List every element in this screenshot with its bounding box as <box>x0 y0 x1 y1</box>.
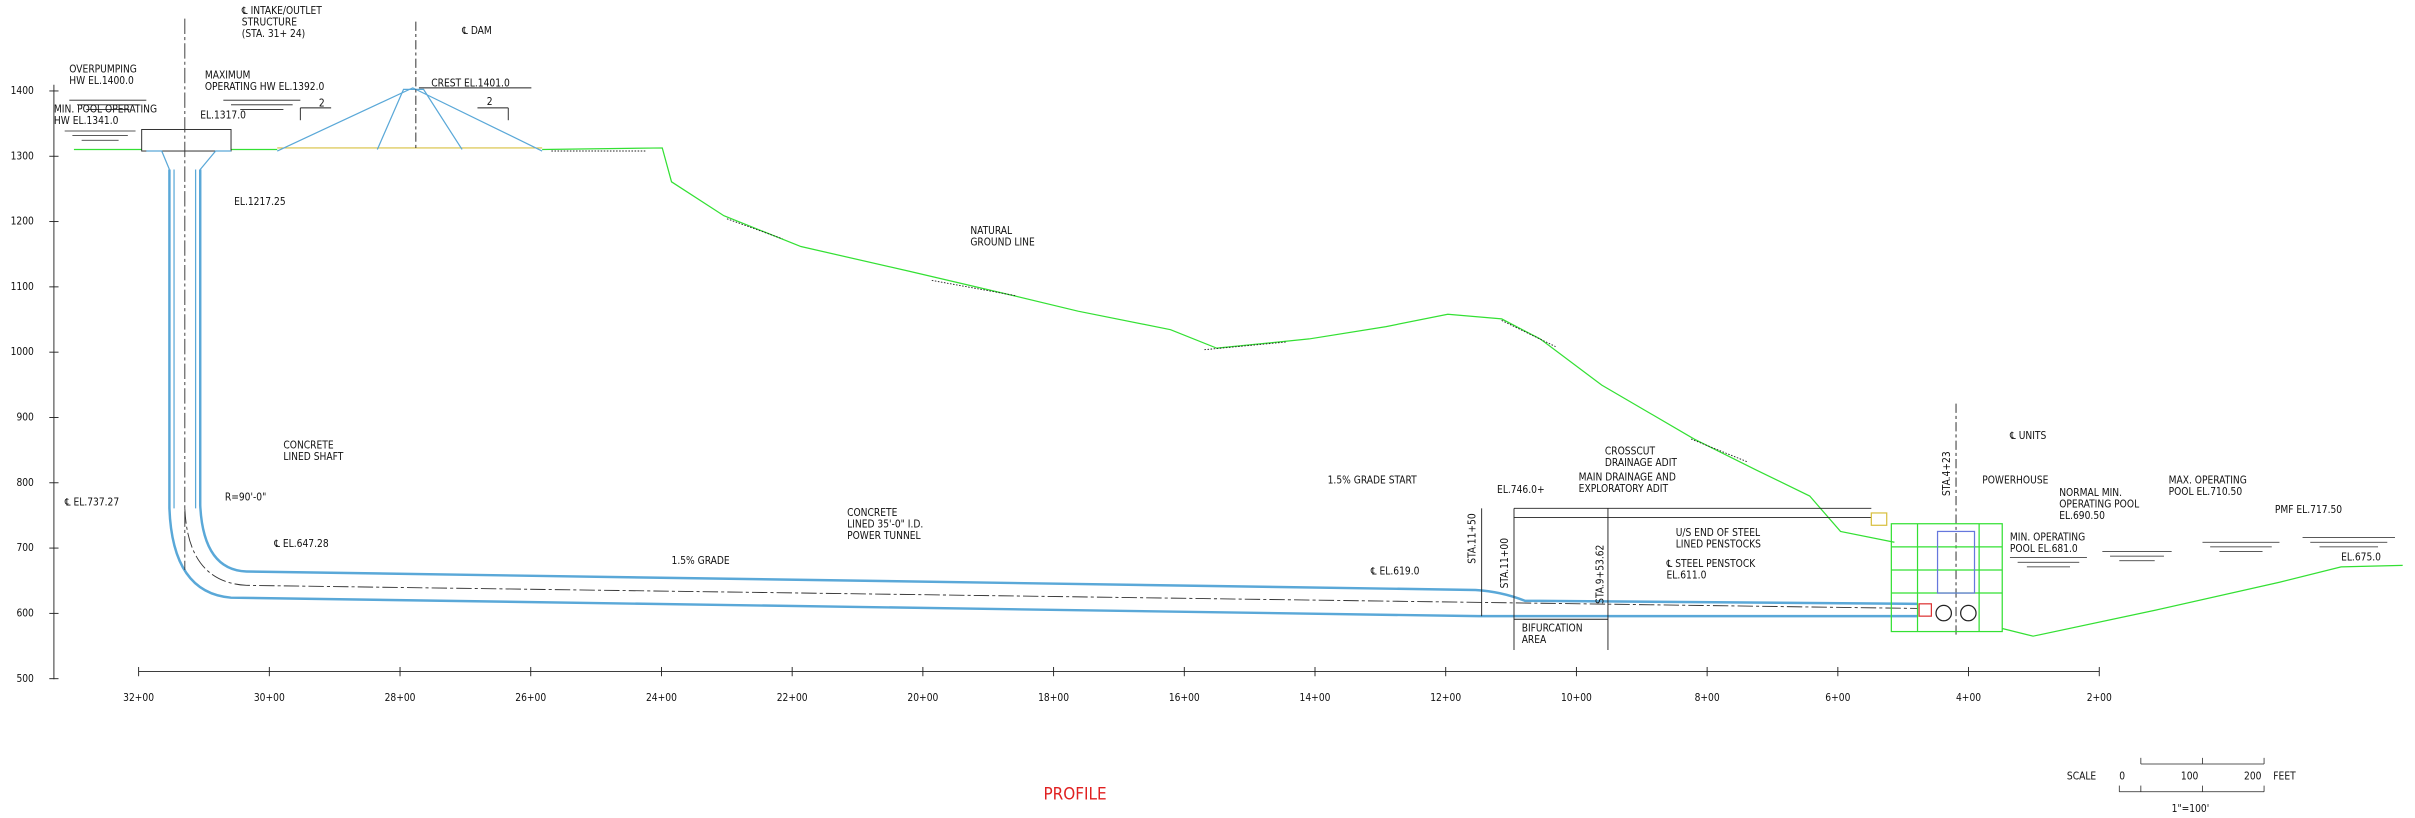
station-label: 12+00 <box>1430 693 1461 704</box>
annotation: CONCRETE <box>283 440 333 451</box>
annotation: STRUCTURE <box>242 17 297 28</box>
elevation-label: 700 <box>16 543 34 554</box>
drawing-title: PROFILE <box>1043 783 1106 803</box>
dimension-lines <box>1481 507 1872 651</box>
station-label: 18+00 <box>1038 693 1069 704</box>
annotation: MIN. OPERATING <box>2010 533 2085 544</box>
annotation: HW EL.1341.0 <box>54 116 119 127</box>
annotation: ℄ UNITS <box>2009 431 2047 442</box>
elevation-label: 1100 <box>11 282 34 293</box>
annotation: NATURAL <box>970 226 1013 237</box>
ground-hatching <box>551 150 1749 463</box>
elevation-label: 600 <box>16 608 34 619</box>
annotation: PMF EL.717.50 <box>2275 505 2342 516</box>
station-label: 2+00 <box>2087 693 2112 704</box>
station-label: 14+00 <box>1300 693 1331 704</box>
intake-structure <box>141 128 232 170</box>
annotation: AREA <box>1522 635 1547 646</box>
annotation: STA.11+50 <box>1467 513 1478 564</box>
annotation: ℄ STEEL PENSTOCK <box>1665 559 1756 570</box>
station-label: 8+00 <box>1695 693 1720 704</box>
annotation: 1.5% GRADE <box>672 556 730 567</box>
station-label: 20+00 <box>907 693 938 704</box>
station-label: 24+00 <box>646 693 677 704</box>
annotation: 2 <box>487 97 493 108</box>
station-label: 4+00 <box>1956 693 1981 704</box>
annotation: ℄ EL.619.0 <box>1370 567 1420 578</box>
annotation: ℄ INTAKE/OUTLET <box>241 6 322 17</box>
station-label: 32+00 <box>123 693 154 704</box>
annotation: POWERHOUSE <box>1982 476 2048 487</box>
annotation: GROUND LINE <box>970 238 1035 249</box>
elevation-label: 1400 <box>11 86 34 97</box>
scale-unit: FEET <box>2273 771 2296 782</box>
annotation: MAIN DRAINAGE AND <box>1579 473 1676 484</box>
station-label: 30+00 <box>254 693 285 704</box>
annotation: HW EL.1400.0 <box>69 76 134 87</box>
annotation: MIN. POOL OPERATING <box>54 105 157 116</box>
scale-tick: 100 <box>2181 771 2199 782</box>
scale-tick: 0 <box>2119 771 2125 782</box>
shaft-and-tunnel <box>168 18 1957 635</box>
station-label: 10+00 <box>1561 693 1592 704</box>
elevation-label: 1000 <box>11 347 34 358</box>
annotation: OVERPUMPING <box>69 64 137 75</box>
annotation: STA.4+23 <box>1942 451 1953 496</box>
annotation: ℄ EL.737.27 <box>64 497 120 508</box>
annotation: U/S END OF STEEL <box>1676 528 1761 539</box>
station-label: 22+00 <box>777 693 808 704</box>
scale-ratio: 1"=100' <box>2172 804 2210 815</box>
annotation: LINED 35'-0" I.D. <box>847 520 923 531</box>
annotation: (STA. 31+ 24) <box>242 29 305 40</box>
station-label: 28+00 <box>385 693 416 704</box>
scale-tick: 200 <box>2244 771 2262 782</box>
station-label: 6+00 <box>1825 693 1850 704</box>
annotation: EL.690.50 <box>2059 511 2105 522</box>
reservoir <box>73 21 543 152</box>
natural-ground-line <box>542 147 1895 543</box>
annotation: LINED PENSTOCKS <box>1676 540 1761 551</box>
station-label: 16+00 <box>1169 693 1200 704</box>
annotation: MAXIMUM <box>205 71 251 82</box>
annotation: MAX. OPERATING <box>2169 476 2247 487</box>
annotation: BIFURCATION <box>1522 624 1583 635</box>
annotation: EL.1217.25 <box>234 197 286 208</box>
annotation: OPERATING POOL <box>2059 500 2140 511</box>
annotation: STA.9+53.62 <box>1595 545 1606 604</box>
annotation: NORMAL MIN. <box>2059 488 2122 499</box>
annotation: POOL EL.710.50 <box>2169 487 2243 498</box>
annotation: CONCRETE <box>847 508 897 519</box>
annotation: EL.1317.0 <box>200 111 246 122</box>
annotation: CREST EL.1401.0 <box>431 78 510 89</box>
annotation: POOL EL.681.0 <box>2010 544 2078 555</box>
annotation: STA.11+00 <box>1500 538 1511 589</box>
annotation: POWER TUNNEL <box>847 531 921 542</box>
elevation-label: 500 <box>16 674 34 685</box>
annotation: ℄ DAM <box>461 26 492 37</box>
annotation: 2 <box>319 98 325 109</box>
water-symbols <box>64 99 2395 793</box>
elevation-label: 1300 <box>11 151 34 162</box>
annotation: LINED SHAFT <box>283 452 343 463</box>
scale-label: SCALE <box>2067 771 2097 782</box>
elevation-label: 800 <box>16 478 34 489</box>
station-label: 26+00 <box>515 693 546 704</box>
annotation: OPERATING HW EL.1392.0 <box>205 82 325 93</box>
tailrace-ground-line <box>2002 564 2403 637</box>
annotation: EXPLORATORY ADIT <box>1579 484 1669 495</box>
annotation: 1.5% GRADE START <box>1328 476 1418 487</box>
annotation: R=90'-0" <box>225 493 266 504</box>
annotation: EL.746.0+ <box>1497 485 1545 496</box>
powerhouse <box>1870 512 2003 633</box>
elevation-label: 1200 <box>11 217 34 228</box>
elevation-label: 900 <box>16 413 34 424</box>
annotation: ℄ EL.647.28 <box>273 539 329 550</box>
annotation: EL.611.0 <box>1666 570 1706 581</box>
annotation: CROSSCUT <box>1605 446 1656 457</box>
annotation: DRAINAGE ADIT <box>1605 458 1678 469</box>
annotation: EL.675.0 <box>2341 553 2381 564</box>
